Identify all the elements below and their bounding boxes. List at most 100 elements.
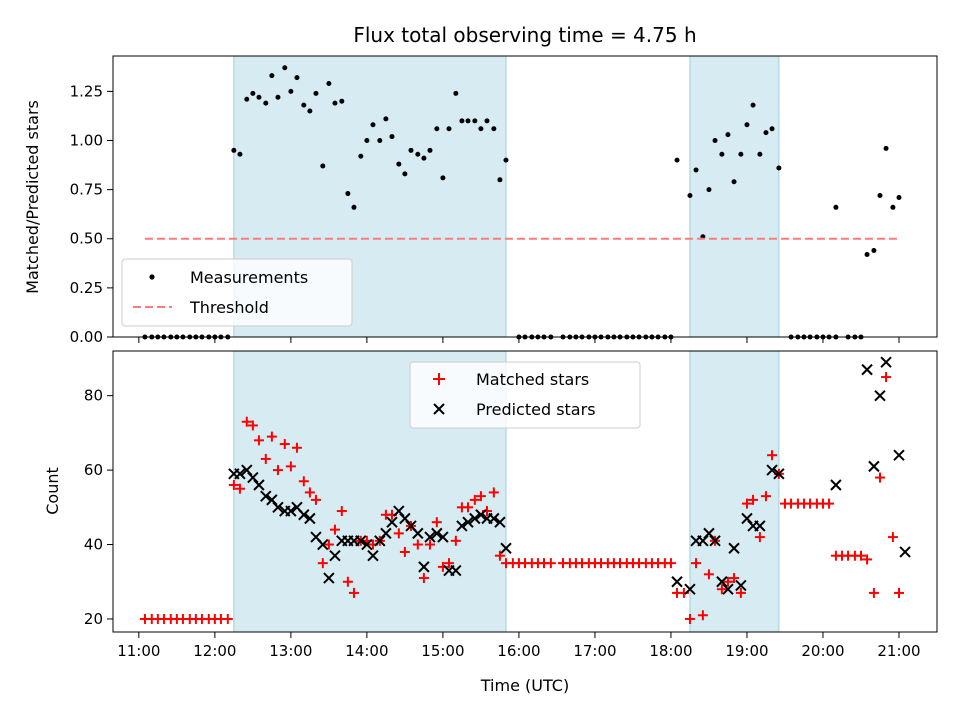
measurement-point (484, 118, 490, 124)
matched-stars-point (317, 558, 328, 569)
matched-stars-point (424, 539, 435, 550)
measurement-point (351, 204, 357, 210)
matched-stars-point (336, 506, 347, 517)
measurement-point (744, 122, 750, 128)
matched-stars-point (266, 431, 277, 442)
measurement-point (750, 102, 756, 108)
bottom-x-tick-label: 19:00 (725, 642, 768, 660)
measurement-point (396, 161, 402, 167)
bottom-x-tick-label: 21:00 (877, 642, 920, 660)
bottom-legend-box (409, 361, 641, 429)
matched-stars-point (748, 494, 759, 505)
matched-stars-point (279, 439, 290, 450)
bottom-x-tick-label: 14:00 (345, 642, 388, 660)
predicted-stars-point (285, 505, 297, 517)
measurement-point (408, 147, 414, 153)
measurement-point (364, 137, 370, 143)
legend-predicted-marker (433, 403, 445, 415)
measurement-point (731, 179, 737, 185)
predicted-stars-point (380, 527, 392, 540)
matched-stars-point (323, 539, 334, 550)
predicted-stars-point (684, 583, 696, 595)
measurement-point (326, 81, 332, 87)
matched-stars-point (450, 535, 461, 546)
matched-stars-point (691, 558, 702, 569)
measurement-point (864, 251, 870, 257)
measurement-point (763, 130, 769, 136)
matched-stars-point (741, 498, 752, 509)
predicted-stars-point (671, 576, 683, 588)
measurement-point (250, 90, 256, 96)
predicted-stars-point (874, 389, 886, 402)
predicted-stars-point (361, 538, 373, 551)
measurement-point (719, 151, 725, 157)
measurement-point (491, 126, 497, 132)
measurement-point (263, 100, 269, 106)
predicted-stars-point (469, 512, 481, 525)
measurement-point (307, 108, 313, 114)
measurement-point (389, 134, 395, 140)
predicted-stars-point (500, 542, 512, 554)
measurement-point (282, 65, 288, 71)
predicted-stars-point (462, 516, 474, 528)
matched-stars-point (893, 587, 904, 598)
predicted-stars-point (431, 527, 443, 540)
measurement-point (294, 75, 300, 81)
bottom-x-tick-label: 20:00 (801, 642, 844, 660)
matched-stars-point (887, 532, 898, 543)
predicted-stars-point (304, 512, 316, 525)
matched-stars-point (494, 550, 505, 561)
legend-predicted-label: Predicted stars (476, 400, 596, 419)
bottom-panel: 20 40 60 80 11:00 12:00 13:00 14:00 15:00 16:00 17… (43, 350, 938, 695)
matched-stars-point (469, 494, 480, 505)
bottom-x-tick-label: 15:00 (421, 642, 464, 660)
measurement-point (725, 132, 731, 138)
x-axis-label: Time (UTC) (480, 676, 569, 695)
measurement-point (674, 157, 680, 163)
predicted-stars-point (418, 561, 430, 573)
matched-stars-point (754, 532, 765, 543)
matched-stars-point (767, 450, 778, 461)
top-y-tick-label: 0.50 (70, 230, 103, 248)
measurement-point (896, 194, 902, 200)
measurement-point (377, 137, 383, 143)
matched-stars-point (253, 435, 264, 446)
legend-matched-marker (433, 373, 445, 385)
predicted-stars-point (386, 516, 398, 528)
measurement-point (738, 151, 744, 157)
predicted-stars-point (722, 583, 734, 595)
predicted-stars-point (260, 490, 272, 502)
predicted-stars-point (475, 509, 487, 521)
measurement-point (383, 116, 389, 122)
bottom-x-tick-label: 18:00 (649, 642, 692, 660)
measurement-point (497, 177, 503, 183)
matched-stars-point (304, 487, 315, 498)
measurement-point (503, 157, 509, 163)
measurement-point (465, 118, 471, 124)
measurement-point (237, 151, 243, 157)
bottom-plot-marks (139, 356, 911, 624)
measurement-point (890, 204, 896, 210)
predicted-stars-point (329, 549, 341, 562)
matched-stars-point (855, 550, 866, 561)
matched-stars-point (329, 524, 340, 535)
matched-stars-point (697, 610, 708, 621)
predicted-stars-point (450, 564, 462, 577)
matched-stars-point (824, 498, 835, 509)
predicted-stars-point (766, 464, 778, 476)
measurement-point (472, 118, 478, 124)
predicted-stars-point (754, 520, 766, 532)
matched-stars-point (488, 487, 499, 498)
top-observing-window (689, 55, 780, 338)
top-observing-windows (233, 55, 780, 338)
predicted-stars-point (709, 535, 721, 547)
top-plot-frame (112, 55, 938, 338)
bottom-y-axis-label: Count (43, 467, 62, 515)
measurement-point (339, 98, 345, 104)
matched-stars-point (222, 613, 233, 624)
bottom-y-tick-label: 20 (84, 610, 103, 628)
predicted-stars-point (494, 516, 506, 528)
bottom-y-tick-label: 80 (84, 387, 103, 405)
matched-stars-point (729, 573, 740, 584)
measurement-point (256, 94, 262, 100)
